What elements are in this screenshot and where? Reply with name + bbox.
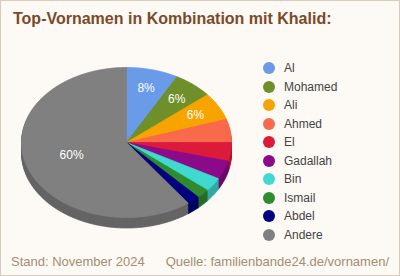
html-text:Quelle: familienbande24.de/vor: Quelle: familienbande24.de/vornamen/ (165, 254, 389, 269)
html-text:Bin: Bin (284, 172, 302, 187)
html-text:Ismail: Ismail (284, 190, 316, 205)
html-text:El: El (284, 135, 295, 150)
svg-text:60%: 60% (60, 148, 84, 162)
svg-text:6%: 6% (187, 108, 205, 122)
html-text:Ahmed: Ahmed (284, 116, 322, 131)
html-text:Ali: Ali (284, 98, 298, 113)
svg-text:6%: 6% (168, 92, 186, 106)
html-text:Mohamed: Mohamed (284, 79, 338, 94)
html-text:Al: Al (284, 61, 295, 76)
html-text:Gadallah: Gadallah (284, 153, 332, 168)
svg-text:8%: 8% (137, 81, 155, 95)
html-text:Top-Vornamen in Kombination mi: Top-Vornamen in Kombination mit Khalid: (13, 10, 332, 27)
html-text:Andere: Andere (284, 227, 323, 242)
html-text:Stand: November 2024: Stand: November 2024 (11, 254, 145, 269)
html-text:Abdel: Abdel (284, 209, 315, 224)
